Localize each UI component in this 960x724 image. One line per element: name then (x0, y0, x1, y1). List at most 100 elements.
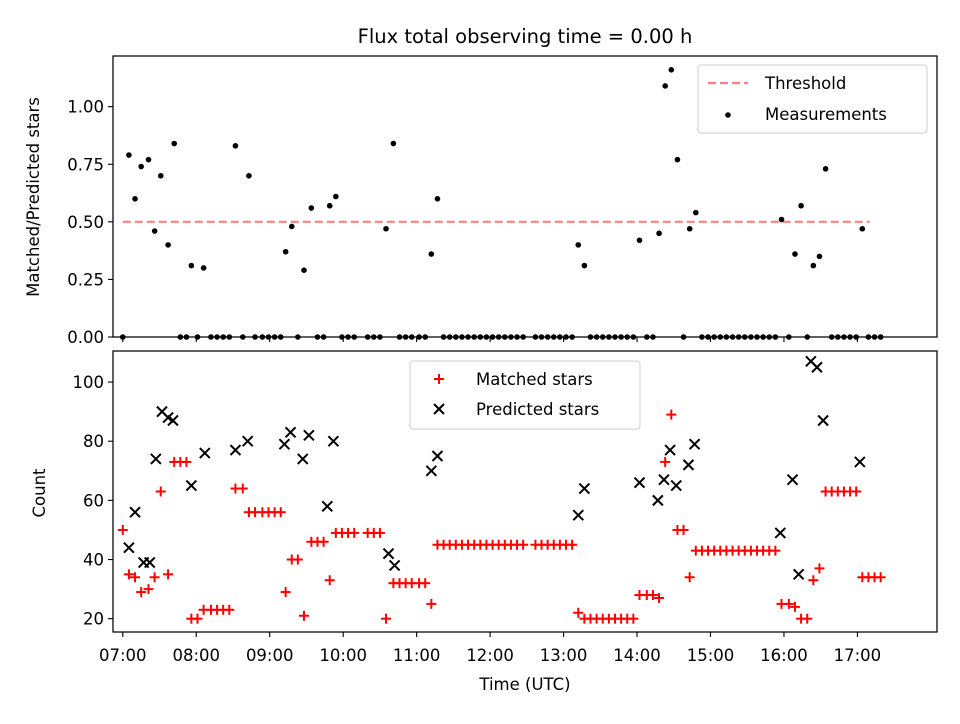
top-legend-box (697, 64, 928, 134)
measurement-point (145, 156, 152, 163)
x-tick-label: 15:00 (687, 646, 735, 665)
matched-stars-point (684, 572, 695, 583)
x-tick-label: 12:00 (466, 646, 514, 665)
matched-stars-point (237, 483, 248, 494)
measurement-point (581, 262, 588, 269)
top-y-tick-label: 0.75 (67, 155, 104, 174)
x-tick-label: 17:00 (834, 646, 882, 665)
matched-stars-point (143, 584, 154, 595)
matched-stars-point (192, 613, 203, 624)
matched-stars-point (789, 601, 800, 612)
matched-stars-point (802, 613, 813, 624)
measurement-point (656, 230, 662, 237)
predicted-stars-point (388, 559, 401, 572)
matched-stars-point (136, 587, 147, 598)
matched-stars-point (280, 587, 291, 598)
measurement-point (232, 143, 239, 149)
matched-stars-point (666, 409, 677, 420)
matched-stars-point (349, 527, 360, 538)
predicted-stars-point (633, 476, 646, 489)
predicted-stars-point (382, 547, 395, 560)
chart-title: Flux total observing time = 0.00 h (358, 25, 693, 48)
matched-stars-point (163, 569, 174, 580)
x-tick-label: 11:00 (393, 646, 441, 665)
predicted-stars-point (123, 541, 135, 554)
measurement-point (390, 140, 397, 147)
matched-stars-point (567, 539, 578, 550)
measurement-point (132, 196, 138, 202)
matched-stars-point (808, 575, 819, 586)
predicted-stars-point (774, 527, 786, 539)
predicted-stars-point (572, 509, 584, 521)
top-y-tick-label: 1.00 (67, 98, 104, 117)
matched-stars-point (275, 507, 286, 518)
top-y-tick-label: 0.00 (67, 328, 104, 347)
measurement-point (333, 193, 339, 200)
bottom-y-tick-label: 100 (73, 373, 105, 392)
measurement-point (575, 242, 582, 248)
measurement-point (138, 163, 144, 170)
matched-stars-point (647, 590, 658, 601)
x-axis-label: Time (UTC) (478, 675, 570, 694)
x-tick-label: 08:00 (172, 646, 220, 665)
bottom-y-tick-label: 80 (83, 432, 104, 451)
matched-stars-point (374, 527, 385, 538)
predicted-stars-point (185, 479, 198, 492)
legend-threshold-label: Threshold (764, 74, 846, 93)
measurement-point (798, 202, 804, 209)
predicted-stars-point (688, 438, 701, 450)
predicted-stars-point (652, 494, 664, 507)
predicted-stars-point (129, 506, 141, 518)
matched-stars-point (573, 607, 584, 618)
measurement-point (165, 242, 171, 248)
measurement-point (308, 205, 315, 211)
predicted-stars-point (578, 482, 591, 495)
top-y-tick-label: 0.25 (67, 270, 104, 289)
matched-stars-point (875, 572, 886, 583)
matched-stars-point (783, 598, 794, 609)
matched-stars-point (123, 569, 134, 580)
matched-stars-point (318, 536, 329, 547)
predicted-stars-point (811, 361, 823, 373)
measurement-point (282, 248, 289, 255)
legend-measurements-label: Measurements (765, 105, 887, 124)
x-tick-label: 09:00 (246, 646, 294, 665)
matched-stars-point (770, 545, 781, 556)
legend-measurements-swatch (725, 112, 731, 118)
predicted-stars-point (670, 479, 682, 492)
measurement-point (200, 265, 207, 271)
matched-stars-point (224, 604, 235, 615)
predicted-stars-point (431, 450, 444, 462)
predicted-stars-point (229, 444, 242, 456)
matched-stars-point (149, 572, 160, 583)
measurement-point (126, 152, 132, 158)
measurement-point (171, 140, 178, 147)
predicted-stars-point (792, 568, 805, 581)
x-tick-label: 14:00 (613, 646, 661, 665)
predicted-stars-point (303, 429, 315, 442)
matched-stars-point (292, 554, 303, 565)
matched-stars-point (420, 578, 431, 589)
bottom-y-axis-label: Count (30, 468, 49, 518)
predicted-stars-point (241, 435, 254, 447)
matched-stars-point (678, 524, 689, 535)
predicted-stars-point (817, 414, 829, 427)
top-y-tick-label: 0.50 (67, 213, 104, 232)
measurement-point (383, 225, 389, 232)
measurement-point (636, 237, 643, 244)
measurement-point (188, 262, 195, 269)
legend-matched-label: Matched stars (476, 370, 593, 389)
matched-stars-point (117, 524, 128, 535)
matched-stars-point (181, 456, 192, 467)
matched-stars-point (628, 613, 639, 624)
predicted-stars-point (854, 456, 866, 468)
measurement-point (428, 251, 435, 257)
top-plot-area (119, 67, 884, 340)
bottom-legend: Matched stars Predicted stars (409, 360, 641, 430)
predicted-stars-point (150, 453, 162, 465)
predicted-stars-point (144, 556, 156, 569)
top-y-axis-label: Matched/Predicted stars (24, 97, 43, 297)
predicted-stars-point (284, 426, 297, 439)
matched-stars-point (155, 486, 166, 497)
